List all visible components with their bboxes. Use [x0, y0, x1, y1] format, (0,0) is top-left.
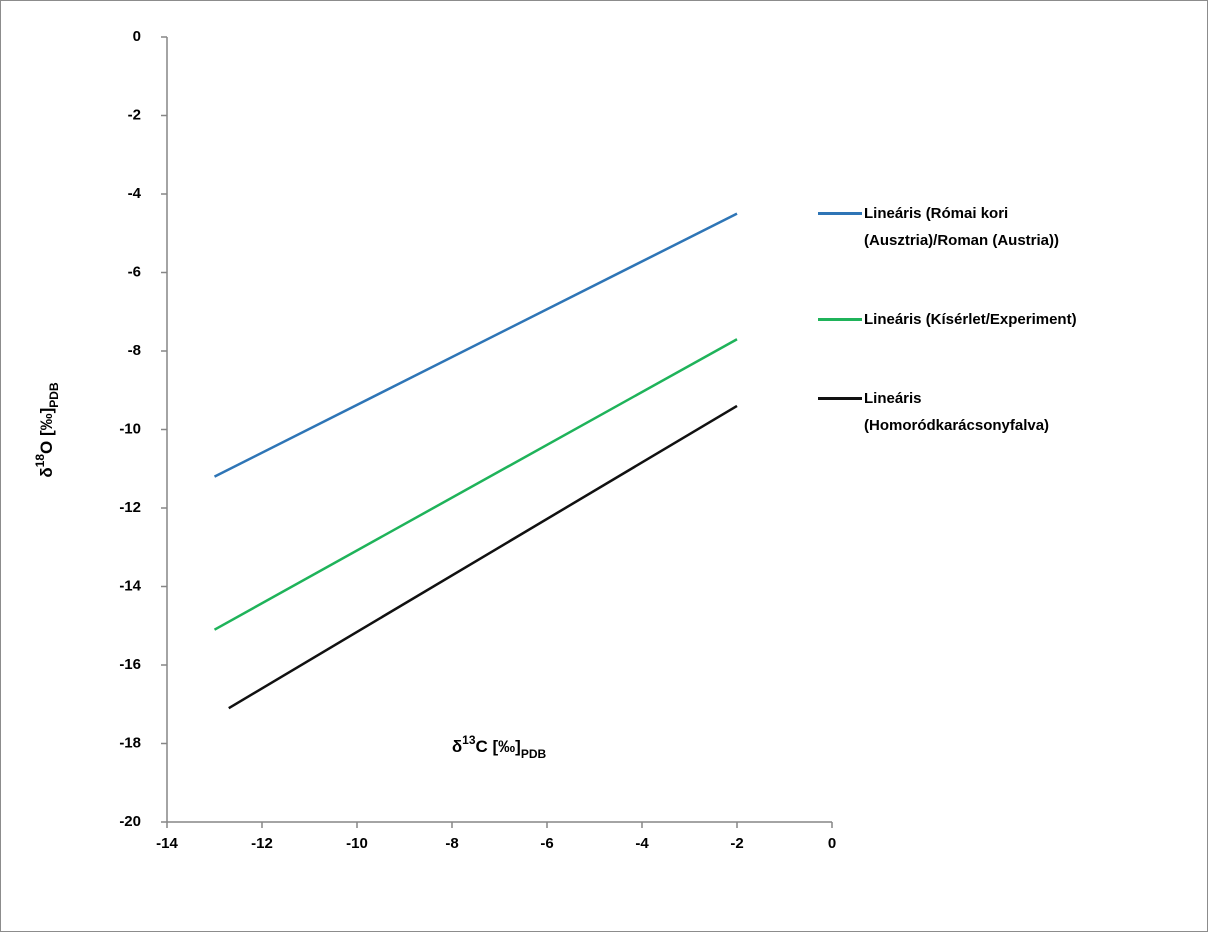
x-axis-label-part: PDB	[521, 747, 547, 761]
series-line	[213, 212, 738, 478]
legend-swatch	[818, 212, 862, 215]
x-tick-label: -12	[251, 835, 273, 852]
x-axis-label-part: C [‰]	[476, 737, 521, 756]
legend-swatch	[818, 318, 862, 321]
legend-item: Lineáris (Homoródkarácsonyfalva)	[818, 385, 1203, 439]
legend-swatch	[818, 397, 862, 400]
series-line	[213, 338, 738, 631]
x-tick-label: -2	[730, 835, 743, 852]
legend-label: Lineáris (Római kori (Ausztria)/Roman (A…	[864, 205, 1060, 249]
y-tick-label: -18	[119, 734, 141, 751]
y-axis-label-part: δ	[37, 467, 56, 477]
y-axis-label-part: 18	[33, 454, 47, 468]
y-axis-label: δ18O [‰]PDB	[33, 382, 61, 478]
x-tick-label: -6	[540, 835, 553, 852]
x-tick-label: 0	[828, 835, 836, 852]
x-axis-label: δ13C [‰]PDB	[452, 733, 547, 761]
series-line	[228, 404, 738, 710]
x-tick-label: -14	[156, 835, 178, 852]
y-tick-label: -10	[119, 420, 141, 437]
y-tick-label: -6	[128, 263, 141, 280]
y-tick-label: -14	[119, 577, 141, 594]
x-tick-label: -8	[445, 835, 458, 852]
legend-label: Lineáris (Homoródkarácsonyfalva)	[864, 390, 1050, 434]
y-tick-label: -20	[119, 813, 141, 830]
x-tick-label: -4	[635, 835, 649, 852]
legend: Lineáris (Római kori (Ausztria)/Roman (A…	[818, 200, 1203, 439]
legend-item: Lineáris (Kísérlet/Experiment)	[818, 306, 1203, 333]
y-tick-label: -12	[119, 499, 141, 516]
x-axis-label-part: 13	[462, 733, 476, 747]
legend-label: Lineáris (Kísérlet/Experiment)	[864, 311, 1077, 328]
y-axis-label-part: O [‰]	[37, 408, 56, 454]
y-tick-label: 0	[133, 28, 141, 45]
y-tick-label: -16	[119, 656, 141, 673]
legend-item: Lineáris (Római kori (Ausztria)/Roman (A…	[818, 200, 1203, 254]
y-tick-label: -8	[128, 342, 141, 359]
y-axis-label-part: PDB	[47, 382, 61, 408]
x-axis-label-part: δ	[452, 737, 462, 756]
y-tick-label: -4	[128, 185, 142, 202]
y-tick-label: -2	[128, 106, 141, 123]
x-tick-label: -10	[346, 835, 368, 852]
